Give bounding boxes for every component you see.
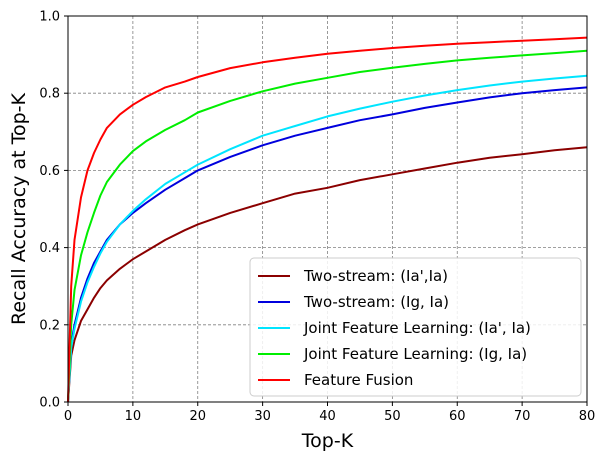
y-tick-label: 0.8 bbox=[39, 87, 60, 102]
x-tick-label: 0 bbox=[64, 409, 72, 424]
series-line-1 bbox=[67, 146, 588, 403]
x-tick-label: 40 bbox=[319, 409, 336, 424]
x-axis-title: Top-K bbox=[301, 430, 354, 452]
axis-ticks: 0 10 20 30 40 50 60 70 80 0.0 0.2 0.4 0.6 0.8 1.0 bbox=[39, 10, 595, 425]
x-tick-label: 20 bbox=[189, 409, 206, 424]
x-tick-label: 70 bbox=[514, 409, 531, 424]
legend-label: Feature Fusion bbox=[304, 371, 413, 389]
series-line-3 bbox=[67, 74, 588, 403]
y-tick-label: 1.0 bbox=[39, 10, 60, 25]
x-tick-label: 50 bbox=[384, 409, 401, 424]
y-axis-title: Recall Accuracy at Top-K bbox=[8, 92, 30, 325]
legend: Two-stream: (Ia',Ia) Two-stream: (Ig, Ia)… bbox=[249, 257, 582, 397]
x-tick-label: 10 bbox=[125, 409, 142, 424]
series-line-2 bbox=[67, 86, 588, 403]
legend-label: Joint Feature Learning: (Ig, Ia) bbox=[303, 345, 527, 363]
y-tick-label: 0.6 bbox=[39, 164, 60, 179]
legend-label: Two-stream: (Ig, Ia) bbox=[303, 293, 449, 311]
series-lines bbox=[67, 36, 588, 403]
x-tick-label: 30 bbox=[254, 409, 271, 424]
y-tick-label: 0.0 bbox=[39, 396, 60, 411]
x-tick-label: 60 bbox=[449, 409, 466, 424]
y-tick-label: 0.2 bbox=[39, 318, 60, 333]
legend-box bbox=[249, 257, 582, 397]
legend-label: Two-stream: (Ia',Ia) bbox=[303, 267, 448, 285]
x-tick-label: 80 bbox=[579, 409, 596, 424]
legend-label: Joint Feature Learning: (Ia', Ia) bbox=[303, 319, 531, 337]
series-line-4 bbox=[67, 49, 588, 403]
series-line-5 bbox=[67, 36, 588, 403]
y-tick-label: 0.4 bbox=[39, 241, 60, 256]
